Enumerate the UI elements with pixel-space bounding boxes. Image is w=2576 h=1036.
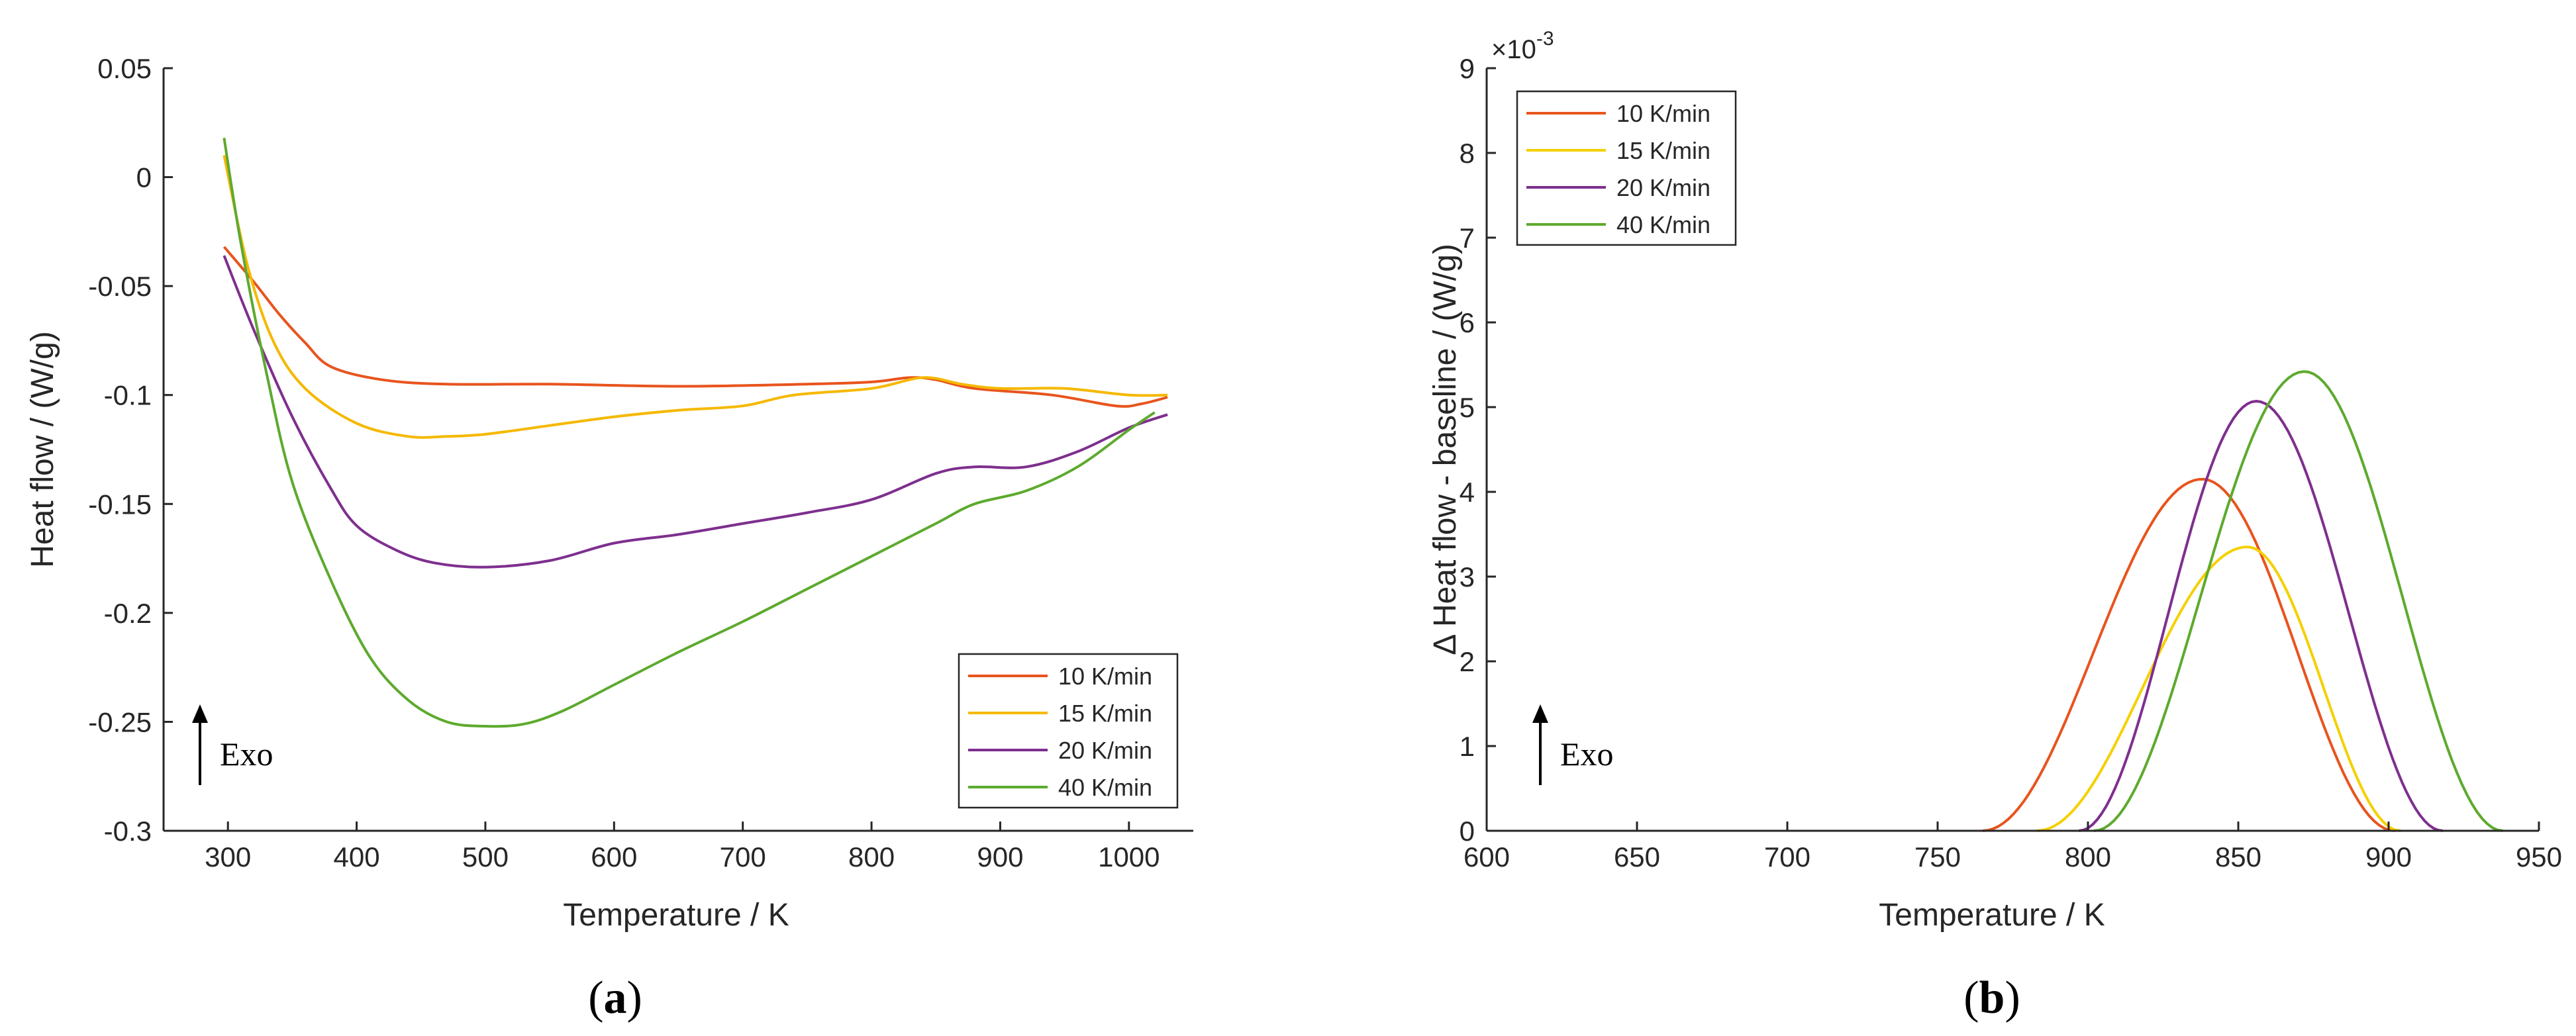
panel-a-y-tick-label: -0.15	[88, 489, 152, 520]
panel-b-legend: 10 K/min 15 K/min 20 K/min 40 K/min	[1516, 90, 1737, 246]
panel-b-x-tick-label: 900	[2365, 841, 2412, 872]
panel-a-axes	[162, 68, 1193, 832]
panel-b-x-tick-label: 950	[2516, 841, 2562, 872]
panel-b-x-tick-label: 700	[1764, 841, 1810, 872]
panel-a-exo-label: Exo	[220, 735, 273, 773]
panel-b-y-tick-label: 4	[1460, 477, 1475, 508]
panel-b-legend-label-2: 20 K/min	[1616, 174, 1710, 201]
panel-a-exo-annotation: Exo	[192, 704, 273, 785]
panel-a-y-tick-label: 0	[136, 162, 152, 193]
panel-b-series	[1982, 370, 2503, 832]
panel-b-series-line-3	[2093, 370, 2503, 832]
panel-a-x-tick-label: 1000	[1098, 841, 1160, 872]
panel-b-x-tick-label: 750	[1914, 841, 1961, 872]
panel-b-xlabel: Temperature / K	[1879, 898, 2105, 933]
panel-b-x-tick-label: 650	[1614, 841, 1660, 872]
panel-a-x-tick-label: 900	[977, 841, 1023, 872]
panel-a-x-tick-label: 300	[205, 841, 251, 872]
panel-a-y-tick-label: -0.05	[88, 271, 152, 302]
panel-b-y-tick-label: 1	[1460, 731, 1475, 762]
panel-b-y-tick-label: 0	[1460, 816, 1475, 847]
panel-a-series-line-3	[223, 137, 1156, 728]
panel-a-legend-label-0: 10 K/min	[1058, 663, 1152, 690]
panel-b-y-tick-label: 7	[1460, 222, 1475, 254]
panel-b-series-line-0	[1982, 477, 2395, 832]
panel-a-x-tick-label: 600	[591, 841, 637, 872]
panel-b-legend-label-1: 15 K/min	[1616, 137, 1710, 164]
panel-a-legend: 10 K/min 15 K/min 20 K/min 40 K/min	[958, 653, 1179, 809]
panel-b-axes	[1485, 68, 2539, 832]
panel-b-y-tick-label: 9	[1460, 53, 1475, 84]
panel-b-series-line-1	[2036, 545, 2401, 832]
panel-b-x-tick-label: 850	[2215, 841, 2261, 872]
panel-b-y-tick-label: 3	[1460, 561, 1475, 592]
panel-b-y-tick-label: 6	[1460, 307, 1475, 338]
panel-a-legend-label-3: 40 K/min	[1058, 774, 1152, 801]
panel-a-x-tick-label: 800	[848, 841, 895, 872]
panel-a-x-tick-label: 700	[720, 841, 766, 872]
panel-b-y-tick-label: 5	[1460, 392, 1475, 423]
panel-b-y-exponent: ×10-3	[1491, 28, 1554, 64]
panel-b: 600 650 700 750 800 850 900 950 0 1 2 3 4 5 6 7 8 9 Temp…	[1428, 28, 2562, 1023]
panel-a-x-tick-label: 400	[334, 841, 380, 872]
panel-a-xlabel: Temperature / K	[563, 898, 789, 933]
panel-b-y-ticks: 0 1 2 3 4 5 6 7 8 9	[1460, 53, 1496, 847]
panel-b-x-tick-label: 600	[1463, 841, 1510, 872]
panel-b-legend-label-3: 40 K/min	[1616, 211, 1710, 238]
panel-a-series	[223, 137, 1168, 728]
panel-a-y-tick-label: -0.1	[104, 380, 152, 411]
panel-b-series-line-2	[2079, 400, 2443, 832]
panel-b-exo-annotation: Exo	[1532, 704, 1614, 785]
panel-b-legend-box	[1516, 90, 1737, 246]
panel-a-ylabel: Heat flow / (W/g)	[25, 331, 60, 567]
panel-b-y-tick-label: 2	[1460, 646, 1475, 677]
panel-a-legend-box	[958, 653, 1179, 809]
panel-a-series-line-1	[223, 155, 1168, 439]
panel-a-y-tick-label: 0.05	[97, 53, 152, 84]
panel-a-exo-arrowhead-icon	[192, 704, 208, 723]
panel-a-y-tick-label: -0.3	[104, 816, 152, 847]
panel-b-ylabel: Δ Heat flow - baseline / (W/g)	[1428, 244, 1463, 655]
panel-b-y-tick-label: 8	[1460, 138, 1475, 169]
panel-a-y-ticks: -0.3 -0.25 -0.2 -0.15 -0.1 -0.05 0 0.05	[88, 53, 173, 847]
panel-a-series-line-2	[223, 255, 1168, 569]
panel-a-y-tick-label: -0.25	[88, 706, 152, 737]
panel-b-x-ticks: 600 650 700 750 800 850 900 950	[1463, 822, 2562, 872]
panel-b-caption: (b)	[1963, 972, 2020, 1023]
panel-a-legend-label-2: 20 K/min	[1058, 737, 1152, 764]
panel-b-legend-label-0: 10 K/min	[1616, 100, 1710, 127]
panel-a-x-tick-label: 500	[462, 841, 509, 872]
panel-a-caption: (a)	[588, 972, 642, 1023]
panel-a-series-line-0	[223, 246, 1168, 408]
panel-a: 300 400 500 600 700 800 900 1000 -0.3-0.25-0.2-…	[25, 53, 1193, 1023]
panel-b-exo-arrowhead-icon	[1532, 704, 1548, 723]
panel-a-y-tick-label: -0.2	[104, 598, 152, 629]
panel-b-x-tick-label: 800	[2065, 841, 2111, 872]
panel-a-legend-label-1: 15 K/min	[1058, 700, 1152, 727]
panel-a-x-ticks: 300 400 500 600 700 800 900 1000	[205, 822, 1160, 872]
panel-b-exo-label: Exo	[1560, 735, 1614, 773]
